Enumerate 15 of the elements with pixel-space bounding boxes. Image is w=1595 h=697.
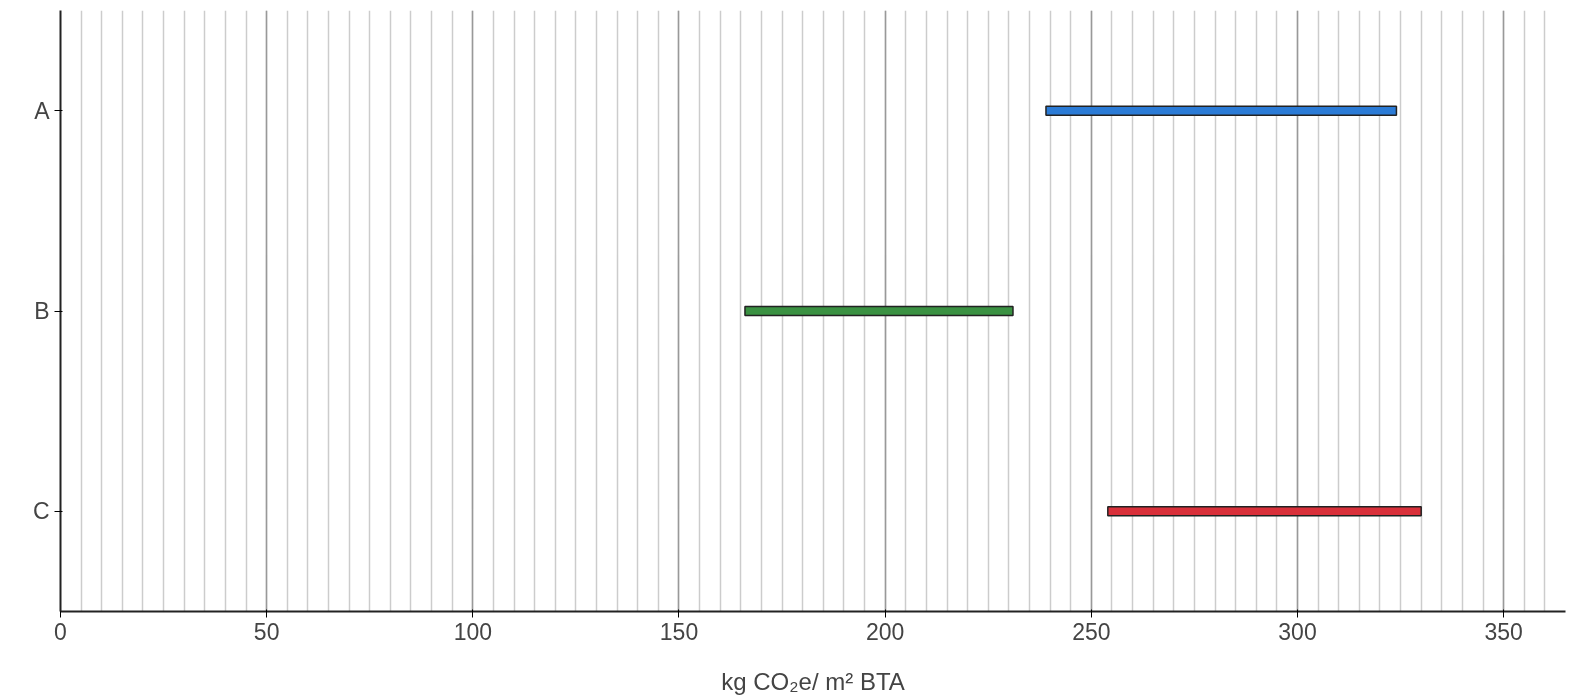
- bar: [744, 305, 1014, 317]
- bar: [1045, 105, 1398, 116]
- x-tick-label: 0: [54, 618, 67, 645]
- x-tick-label: 50: [253, 618, 280, 645]
- x-tick-label: 350: [1484, 618, 1523, 645]
- x-axis-title: kg CO₂e/ m² BTA: [721, 667, 905, 695]
- x-tick-label: 100: [453, 618, 493, 645]
- bar: [1107, 506, 1422, 517]
- y-tick-label: C: [32, 498, 50, 525]
- x-tick-label: 250: [1072, 618, 1111, 645]
- x-tick-label: 150: [659, 618, 699, 645]
- x-tick-label: 200: [865, 618, 905, 645]
- y-tick-label: A: [34, 97, 51, 124]
- x-tick-label: 300: [1278, 618, 1317, 645]
- y-tick-label: B: [34, 298, 50, 324]
